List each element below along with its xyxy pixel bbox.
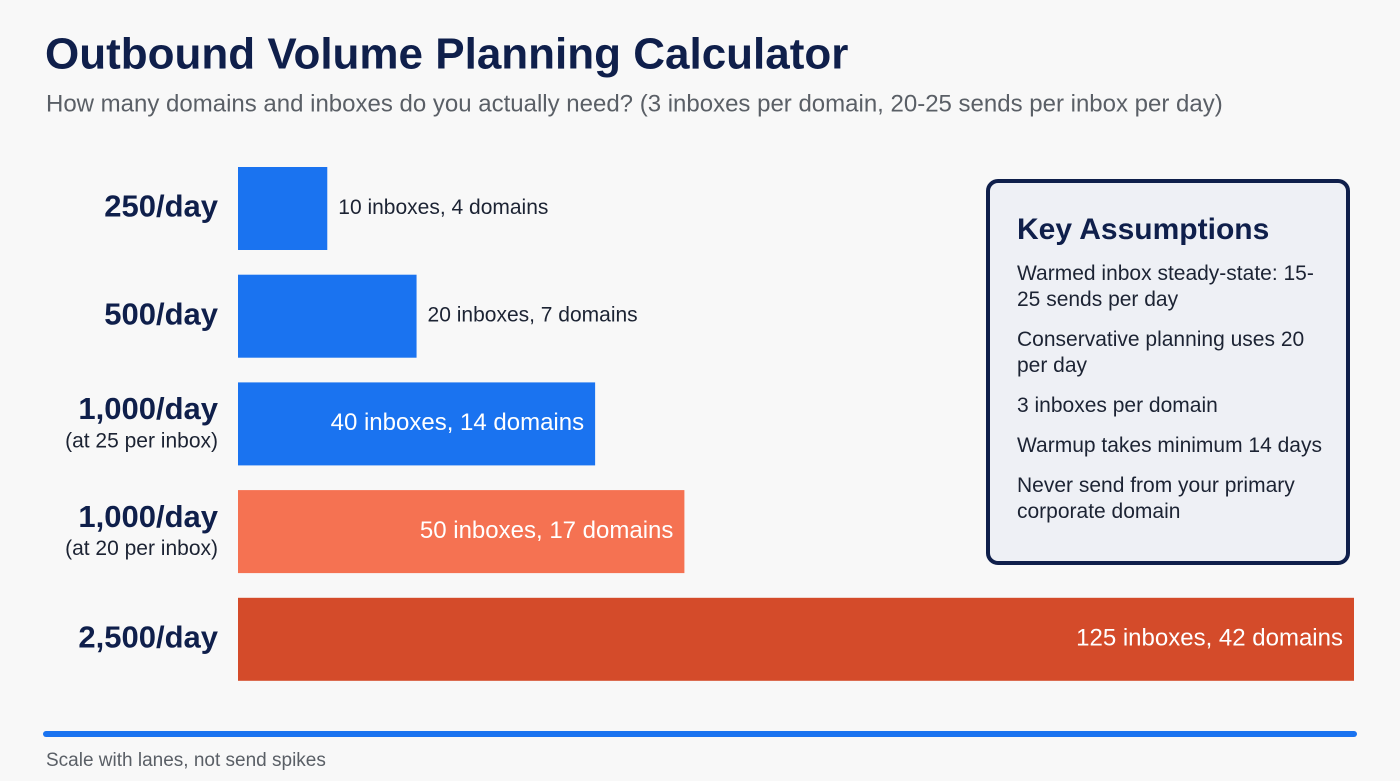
value-label: 20 inboxes, 7 domains	[428, 304, 638, 327]
value-label: 50 inboxes, 17 domains	[420, 517, 674, 544]
assumption-item: Conservative planning uses 20 per day	[1017, 328, 1305, 377]
footer: Scale with lanes, not send spikes	[46, 750, 326, 771]
category-note: (at 20 per inbox)	[65, 537, 218, 560]
category-label: 500/day	[104, 296, 219, 331]
category-label: 2,500/day	[78, 619, 218, 654]
assumption-item: Never send from your primary corporate d…	[1017, 474, 1295, 523]
assumption-item: Warmed inbox steady-state: 15-25 sends p…	[1017, 262, 1314, 311]
category-note: (at 25 per inbox)	[65, 429, 218, 452]
value-label: 10 inboxes, 4 domains	[338, 196, 548, 219]
chart-subtitle: How many domains and inboxes do you actu…	[46, 90, 1223, 117]
category-label: 250/day	[104, 189, 219, 224]
bar	[238, 382, 596, 466]
bar	[238, 167, 328, 250]
value-label: 40 inboxes, 14 domains	[331, 409, 585, 436]
value-label: 125 inboxes, 42 domains	[1076, 625, 1343, 652]
bar	[238, 274, 417, 358]
category-label: 1,000/day	[78, 391, 218, 426]
chart-title: Outbound Volume Planning Calculator	[45, 30, 848, 79]
assumptions-title: Key Assumptions	[1017, 213, 1270, 246]
category-label: 1,000/day	[78, 499, 218, 534]
assumption-item: 3 inboxes per domain	[1017, 394, 1218, 417]
bar	[238, 597, 1354, 681]
assumptions-box: Key Assumptions Warmed inbox steady-stat…	[986, 179, 1350, 565]
bar	[238, 490, 685, 574]
assumption-item: Warmup takes minimum 14 days	[1017, 434, 1322, 457]
